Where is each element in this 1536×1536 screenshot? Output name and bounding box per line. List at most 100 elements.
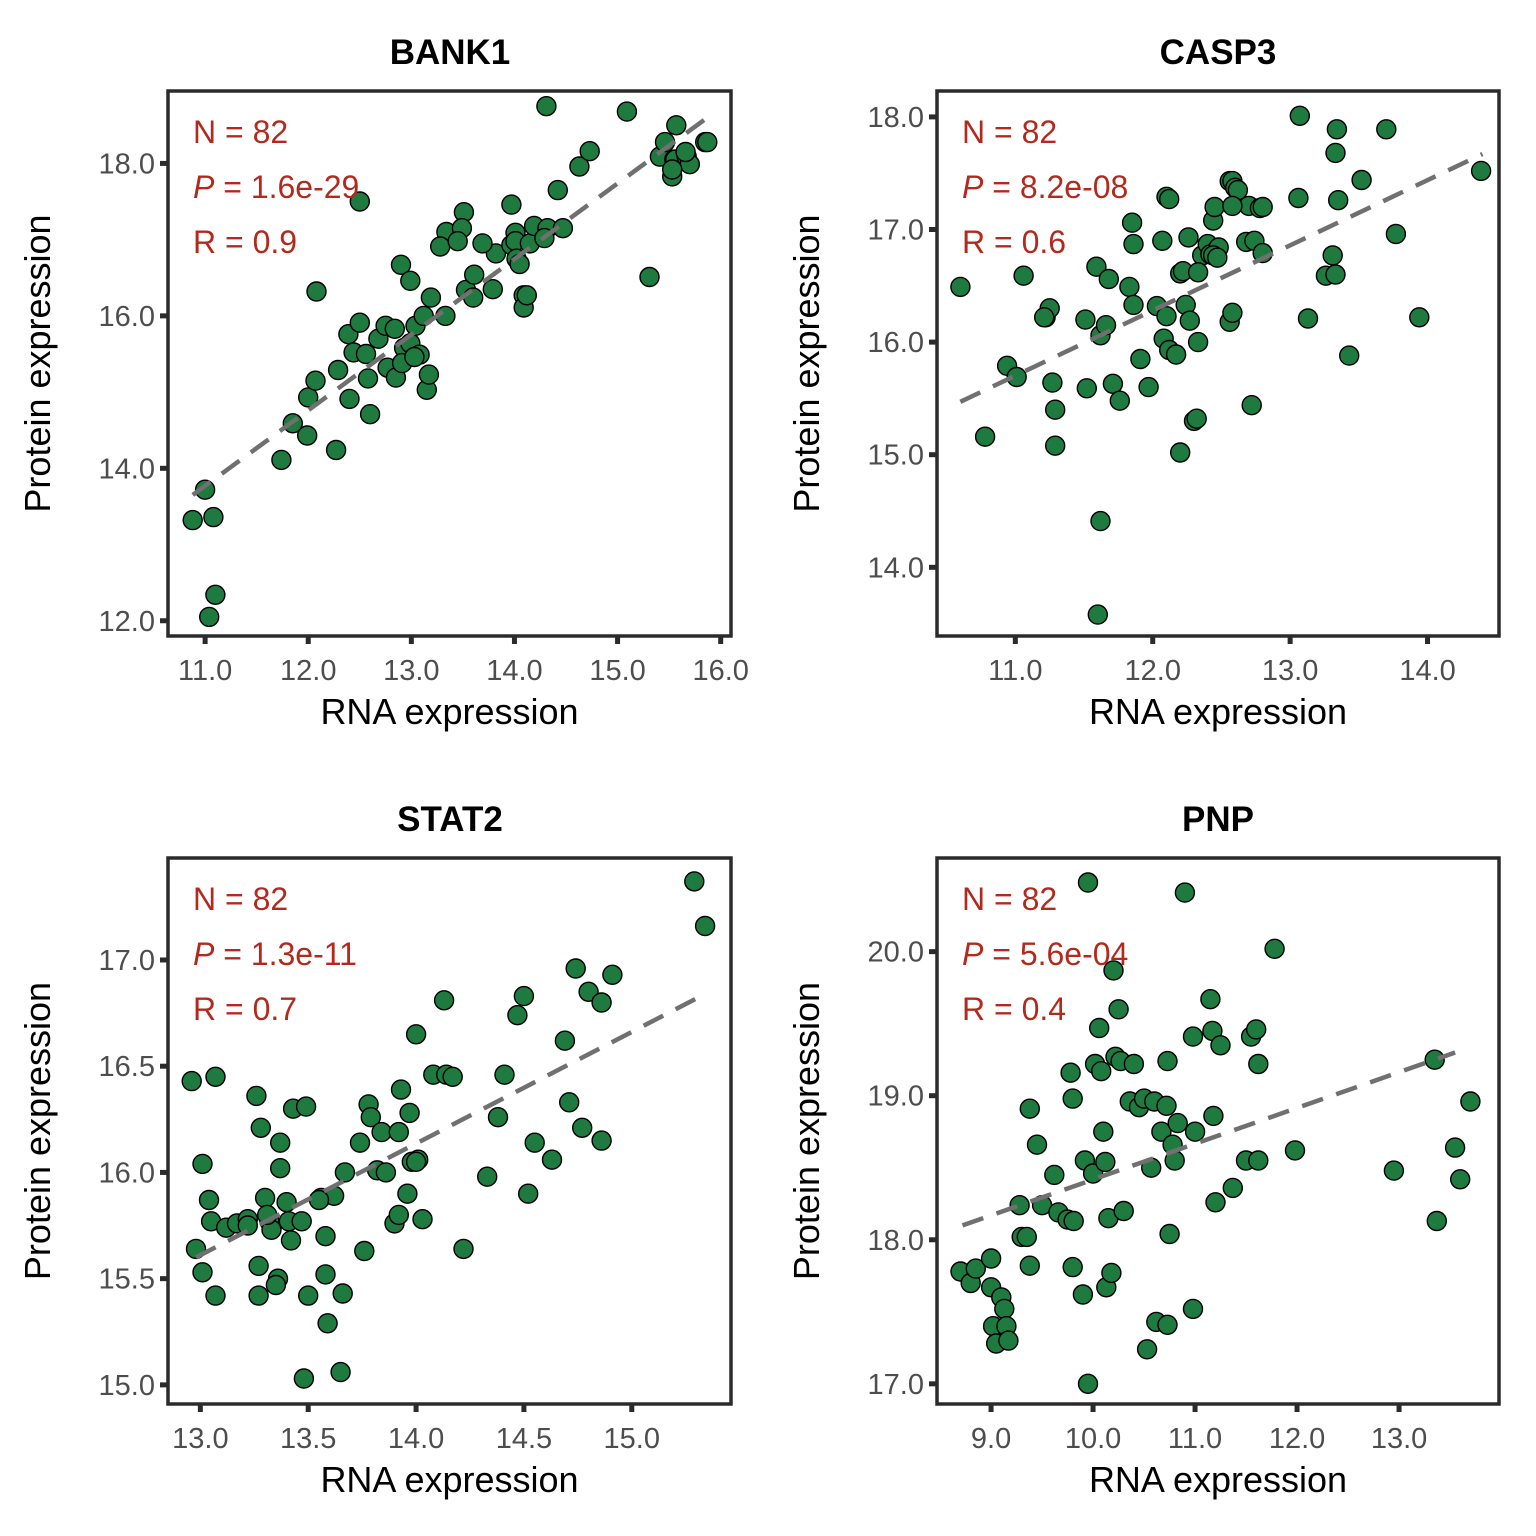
data-point (182, 509, 203, 531)
data-point (616, 101, 638, 122)
data-point (1203, 1105, 1224, 1127)
data-point (397, 1183, 418, 1204)
chart-title: BANK1 (390, 33, 511, 72)
y-axis-title: Protein expression (786, 982, 827, 1280)
data-point (308, 1189, 330, 1211)
data-point (442, 1066, 463, 1088)
data-point (694, 915, 716, 937)
data-point (1182, 1298, 1204, 1320)
data-point (349, 312, 370, 333)
y-tick-label: 18.0 (99, 148, 155, 180)
data-point (1063, 1210, 1084, 1232)
y-tick-label: 16.0 (868, 327, 924, 359)
y-axis-title: Protein expression (17, 982, 58, 1280)
data-point (518, 1183, 539, 1204)
data-point (295, 1096, 317, 1117)
x-tick-label: 12.0 (280, 655, 336, 687)
data-point (1033, 307, 1055, 328)
data-point (565, 958, 586, 979)
x-axis-title: RNA expression (320, 1459, 578, 1500)
data-point (1157, 1314, 1178, 1336)
data-point (360, 1106, 381, 1128)
data-point (354, 1240, 375, 1262)
data-point (1044, 1164, 1065, 1186)
data-point (205, 1066, 226, 1088)
n-annotation: N = 82 (962, 114, 1057, 150)
data-point (1252, 196, 1273, 218)
x-tick-label: 9.0 (971, 1423, 1011, 1455)
data-point (453, 1238, 474, 1260)
data-point (405, 1151, 427, 1173)
data-point (1013, 265, 1034, 286)
data-point (591, 992, 612, 1013)
data-point (1108, 999, 1129, 1020)
data-point (1072, 1284, 1094, 1305)
x-axis-title: RNA expression (320, 691, 578, 732)
data-point (1178, 227, 1199, 248)
x-tick-label: 16.0 (692, 655, 748, 687)
plot-frame (935, 89, 1501, 638)
data-point (1019, 1255, 1041, 1276)
data-point (675, 141, 696, 163)
data-point (1159, 1223, 1180, 1245)
data-point (1156, 1095, 1177, 1117)
data-point (1179, 310, 1201, 331)
data-point (569, 156, 590, 177)
data-point (482, 279, 503, 300)
data-point (384, 318, 405, 339)
data-point (1026, 1134, 1048, 1155)
data-point (1264, 938, 1285, 959)
chart-title: PNP (1182, 800, 1254, 839)
data-point (501, 194, 522, 215)
data-point (524, 1132, 545, 1153)
data-point (250, 1117, 271, 1139)
data-point (697, 131, 718, 153)
data-point (547, 179, 568, 201)
p-annotation: P = 8.2e-08 (962, 169, 1128, 205)
data-point (1077, 872, 1099, 893)
data-point (1351, 169, 1372, 191)
plot-area (937, 91, 1499, 636)
n-annotation: N = 82 (193, 114, 288, 150)
regression-line (195, 991, 707, 1260)
panel-stat2: STAT2 N = 82 P = 1.3e-11 R = 0.7 13.0 13.5 14.… (17, 800, 733, 1500)
data-point (463, 287, 484, 308)
data-point (1289, 105, 1311, 127)
data-point (297, 425, 318, 446)
data-point (1449, 1169, 1471, 1190)
chart-title: CASP3 (1160, 33, 1277, 72)
data-point (602, 964, 623, 985)
data-point (388, 1121, 409, 1143)
data-point (357, 368, 379, 389)
data-point (334, 1162, 356, 1183)
data-point (994, 1298, 1015, 1320)
data-point (1210, 1035, 1231, 1056)
data-point (404, 346, 425, 368)
data-point (205, 584, 226, 605)
data-point (472, 233, 493, 254)
data-point (1444, 1137, 1466, 1158)
data-point (405, 1024, 427, 1045)
data-point (1327, 189, 1349, 211)
x-tick-label: 14.0 (388, 1423, 444, 1455)
data-point (1376, 119, 1397, 140)
data-point (1102, 373, 1124, 394)
n-annotation: N = 82 (962, 881, 1057, 917)
y-tick-label: 18.0 (868, 1225, 924, 1257)
p-annotation: P = 1.3e-11 (193, 936, 357, 972)
points-layer (182, 95, 718, 628)
data-point (1156, 306, 1177, 327)
data-point (280, 1230, 302, 1251)
panel-casp3: CASP3 N = 82 P = 8.2e-08 R = 0.6 11.0 12.0 13.… (786, 33, 1501, 732)
data-point (1044, 399, 1066, 420)
data-point (1101, 1262, 1122, 1284)
data-point (271, 449, 292, 471)
data-point (554, 1030, 576, 1051)
data-point (355, 343, 377, 365)
x-axis-title: RNA expression (1089, 1459, 1347, 1500)
data-point (1062, 1256, 1083, 1278)
data-point (305, 370, 326, 391)
y-tick-label: 15.0 (99, 1370, 155, 1402)
n-annotation: N = 82 (193, 881, 288, 917)
y-tick-label: 16.5 (99, 1051, 155, 1083)
